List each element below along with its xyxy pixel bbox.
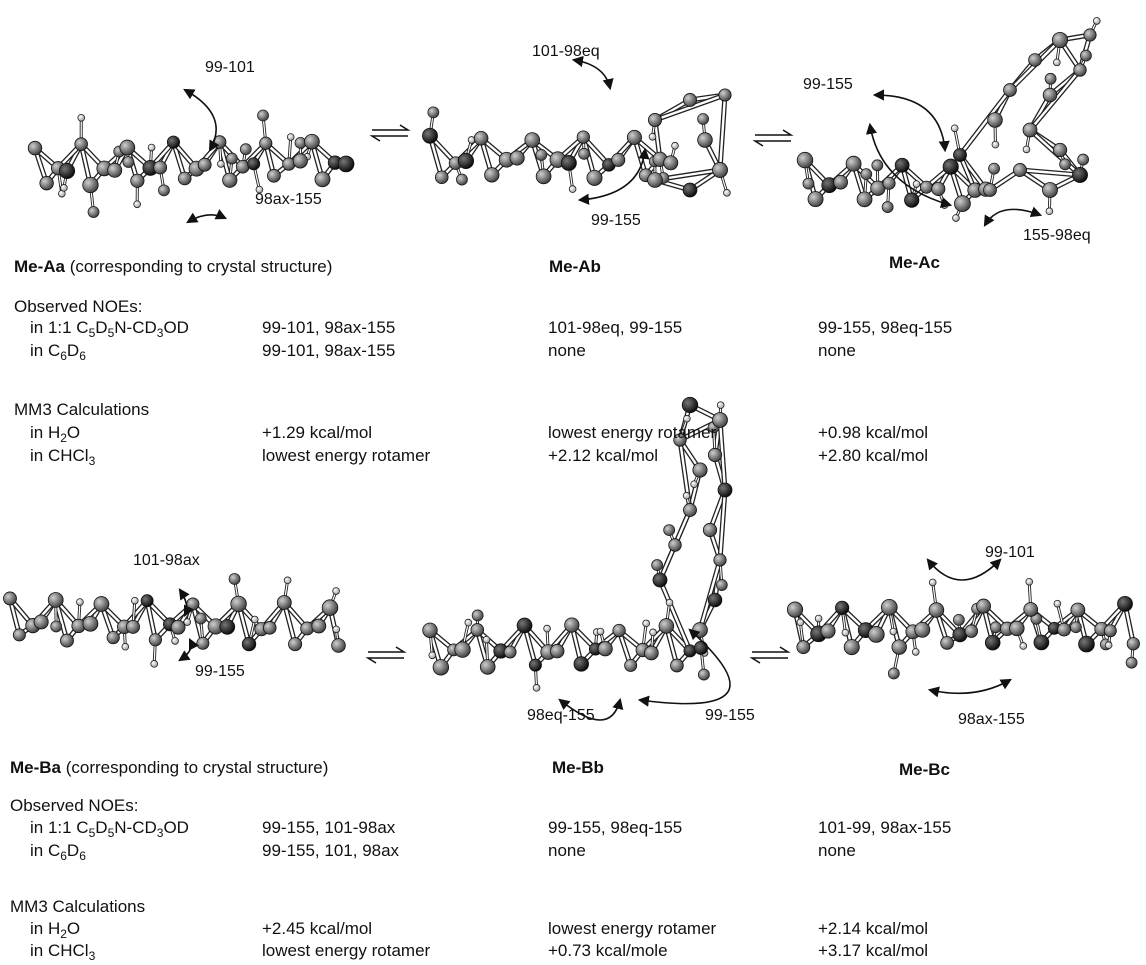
mm3-header: MM3 Calculations [14, 400, 150, 419]
noe-value: 99-155, 98eq-155 [548, 818, 683, 837]
molecule [796, 17, 1101, 222]
molecule [786, 578, 1140, 680]
noe-value: none [818, 841, 856, 860]
noe-label: 98eq-155 [527, 707, 595, 724]
energy-value: +2.12 kcal/mol [548, 446, 659, 465]
energy-value: +2.45 kcal/mol [262, 919, 373, 938]
noe-arrow [637, 628, 731, 707]
solvent-label: in 1:1 C5D5N-CD3OD [30, 318, 189, 340]
noe-arrow [183, 88, 220, 152]
noe-arrows [178, 55, 1043, 721]
solvent-label: in C6D6 [30, 341, 86, 363]
noe-label: 99-101 [205, 59, 255, 76]
observed-noes-header: Observed NOEs: [14, 297, 143, 316]
solvent-label: in C6D6 [30, 841, 86, 863]
noe-arrow [178, 637, 200, 662]
noe-arrow [571, 55, 614, 91]
noe-arrow [865, 122, 953, 208]
noe-label: 99-155 [591, 212, 641, 229]
energy-value: lowest energy rotamer [548, 919, 717, 938]
conformer-label-me-ac: Me-Ac [889, 253, 941, 272]
noe-arrow [577, 147, 650, 205]
noe-label: 99-155 [803, 76, 853, 93]
noe-label: 99-101 [985, 544, 1035, 561]
molecule-models [3, 17, 1140, 692]
noe-value: 99-155, 101-98ax [262, 818, 396, 837]
noe-label: 99-155 [705, 707, 755, 724]
noe-arrow [983, 206, 1043, 227]
noe-arrow [926, 558, 1002, 581]
molecule [3, 573, 346, 668]
energy-value: lowest energy rotamer [262, 446, 431, 465]
molecule [422, 88, 732, 198]
equilibrium-arrow [752, 129, 794, 147]
noe-arrow [558, 697, 624, 721]
noe-value: 101-99, 98ax-155 [818, 818, 952, 837]
equilibrium-arrow [749, 646, 791, 664]
molecule [27, 109, 355, 218]
noe-value: none [818, 341, 856, 360]
noe-label: 101-98ax [133, 552, 200, 569]
noe-value: none [548, 341, 586, 360]
solvent-label: in CHCl3 [30, 446, 96, 468]
energy-value: +2.14 kcal/mol [818, 919, 929, 938]
solvent-label: in CHCl3 [30, 941, 96, 963]
solvent-label: in 1:1 C5D5N-CD3OD [30, 818, 189, 840]
noe-arrow [872, 89, 950, 153]
energy-value: +0.73 kcal/mole [548, 941, 668, 960]
noe-value: 99-155, 98eq-155 [818, 318, 953, 337]
noe-label: 101-98eq [532, 43, 600, 60]
noe-label: 155-98eq [1023, 227, 1091, 244]
noe-value: 99-155, 101, 98ax [262, 841, 400, 860]
solvent-label: in H2O [30, 423, 81, 445]
conformer-label-me-aa: Me-Aa (corresponding to crystal structur… [14, 257, 333, 276]
noe-value: none [548, 841, 586, 860]
noe-arrow [927, 678, 1012, 698]
conformer-label-me-bb: Me-Bb [552, 758, 604, 777]
noe-label: 98ax-155 [958, 711, 1025, 728]
energy-value: +3.17 kcal/mol [818, 941, 929, 960]
noe-label: 99-155 [195, 663, 245, 680]
noe-value: 99-101, 98ax-155 [262, 341, 396, 360]
solvent-label: in H2O [30, 919, 81, 941]
mm3-header: MM3 Calculations [10, 897, 146, 916]
equilibrium-arrow [369, 124, 411, 142]
energy-value: +2.80 kcal/mol [818, 446, 929, 465]
noe-value: 101-98eq, 99-155 [548, 318, 683, 337]
equilibrium-arrows [365, 124, 794, 664]
observed-noes-header: Observed NOEs: [10, 796, 139, 815]
energy-value: +0.98 kcal/mol [818, 423, 929, 442]
energy-value: lowest energy rotamer [262, 941, 431, 960]
energy-value: +1.29 kcal/mol [262, 423, 373, 442]
conformer-label-me-ba: Me-Ba (corresponding to crystal structur… [10, 758, 329, 777]
energy-value: lowest energy rotamer [548, 423, 717, 442]
conformer-label-me-bc: Me-Bc [899, 760, 951, 779]
conformer-label-me-ab: Me-Ab [549, 257, 601, 276]
noe-arrow [178, 588, 195, 618]
noe-arrow [186, 209, 228, 224]
equilibrium-arrow [365, 646, 407, 664]
noe-label: 98ax-155 [255, 191, 322, 208]
noe-value: 99-101, 98ax-155 [262, 318, 396, 337]
